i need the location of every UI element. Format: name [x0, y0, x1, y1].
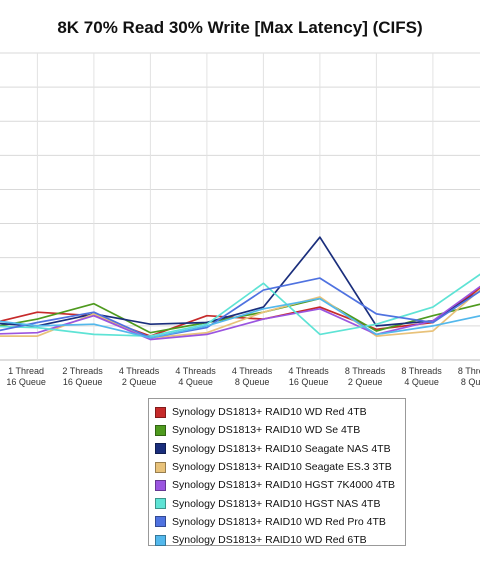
chart-series-lines [0, 236, 480, 341]
legend-label: Synology DS1813+ RAID10 WD Red 4TB [172, 406, 367, 419]
x-tick-label: 4 Threads 2 Queue [119, 366, 160, 387]
series-line-6 [0, 273, 480, 337]
legend-item: Synology DS1813+ RAID10 Seagate ES.3 3TB [155, 458, 405, 476]
chart-legend: Synology DS1813+ RAID10 WD Red 4TB Synolo… [148, 398, 406, 546]
legend-label: Synology DS1813+ RAID10 WD Red 6TB [172, 534, 367, 547]
x-tick-label: 4 Threads 8 Queue [232, 366, 273, 387]
line-chart: 1 Thread 16 Queue 2 Threads 16 Queue 4 Threa… [0, 52, 480, 387]
x-tick-label: 4 Threads 16 Queue [288, 366, 329, 387]
legend-label: Synology DS1813+ RAID10 Seagate ES.3 3TB [172, 461, 392, 474]
legend-swatch [155, 479, 166, 491]
legend-label: Synology DS1813+ RAID10 WD Se 4TB [172, 424, 361, 437]
legend-item: Synology DS1813+ RAID10 WD Red 6TB [155, 531, 405, 549]
legend-item: Synology DS1813+ RAID10 WD Se 4TB [155, 421, 405, 439]
legend-swatch [155, 461, 166, 473]
series-line-3 [0, 236, 480, 327]
legend-swatch [155, 534, 166, 546]
x-tick-label: 1 Thread 16 Queue [6, 366, 46, 387]
x-axis-tick-labels: 1 Thread 16 Queue 2 Threads 16 Queue 4 Threa… [6, 366, 480, 387]
legend-label: Synology DS1813+ RAID10 HGST NAS 4TB [172, 497, 381, 510]
x-tick-label: 8 Threads 4 Queue [401, 366, 442, 387]
series-line-5 [0, 285, 480, 341]
x-tick-label: 8 Threads 2 Queue [345, 366, 386, 387]
legend-item: Synology DS1813+ RAID10 WD Red Pro 4TB [155, 513, 405, 531]
x-tick-label: 2 Threads 16 Queue [62, 366, 103, 387]
series-line-8 [0, 297, 480, 339]
legend-label: Synology DS1813+ RAID10 Seagate NAS 4TB [172, 442, 391, 455]
legend-swatch [155, 406, 166, 418]
legend-swatch [155, 498, 166, 510]
legend-label: Synology DS1813+ RAID10 HGST 7K4000 4TB [172, 479, 396, 492]
legend-swatch [155, 424, 166, 436]
legend-item: Synology DS1813+ RAID10 Seagate NAS 4TB [155, 440, 405, 458]
legend-swatch [155, 516, 166, 528]
x-tick-label: 4 Threads 4 Queue [175, 366, 216, 387]
chart-title: 8K 70% Read 30% Write [Max Latency] (CIF… [57, 18, 423, 37]
series-line-7 [0, 277, 480, 339]
legend-item: Synology DS1813+ RAID10 HGST 7K4000 4TB [155, 476, 405, 494]
legend-swatch [155, 443, 166, 455]
legend-item: Synology DS1813+ RAID10 HGST NAS 4TB [155, 494, 405, 512]
legend-label: Synology DS1813+ RAID10 WD Red Pro 4TB [172, 515, 386, 528]
legend-item: Synology DS1813+ RAID10 WD Red 4TB [155, 403, 405, 421]
